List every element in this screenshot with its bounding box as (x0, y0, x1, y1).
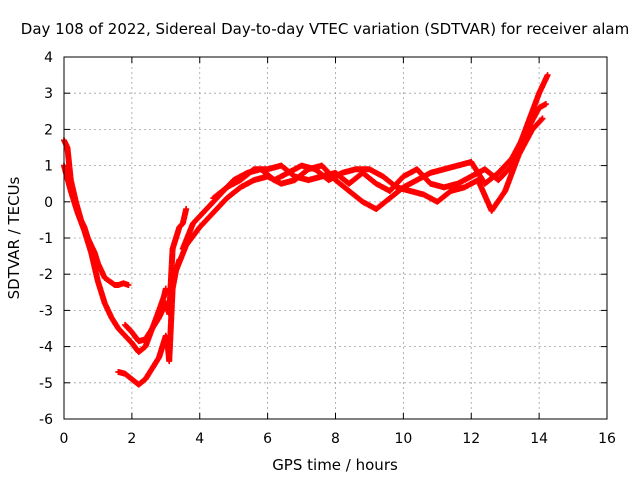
data-point (539, 115, 546, 122)
x-tick-label: 6 (263, 431, 272, 447)
y-tick-label: -5 (39, 376, 53, 392)
y-tick-label: 0 (44, 195, 53, 211)
y-tick-label: -2 (39, 267, 53, 283)
data-point (542, 101, 549, 108)
x-tick-label: 16 (598, 431, 616, 447)
y-axis-label: SDTVAR / TECUs (5, 176, 23, 299)
data-points (61, 72, 551, 388)
data-point (183, 206, 190, 213)
x-tick-label: 10 (394, 431, 412, 447)
x-tick-label: 8 (331, 431, 340, 447)
y-tick-label: -1 (39, 231, 53, 247)
series-3 (122, 206, 190, 345)
series-6 (210, 72, 551, 202)
x-tick-label: 14 (530, 431, 548, 447)
x-axis-label: GPS time / hours (272, 456, 398, 474)
y-tick-label: -3 (39, 303, 53, 319)
data-point (538, 116, 545, 123)
data-point (125, 282, 132, 289)
x-tick-label: 4 (195, 431, 204, 447)
data-point (544, 72, 551, 79)
x-tick-label: 2 (127, 431, 136, 447)
y-tick-label: 2 (44, 122, 53, 138)
y-tick-label: 1 (44, 159, 53, 175)
x-tick-label: 12 (462, 431, 480, 447)
plot-frame (63, 56, 608, 420)
x-tick-label: 0 (60, 431, 69, 447)
y-tick-label: -4 (39, 340, 53, 356)
grid (64, 57, 607, 419)
y-tick-label: 4 (44, 50, 53, 66)
y-tick-label: 3 (44, 86, 53, 102)
y-tick-label: -6 (39, 412, 53, 428)
chart-title: Day 108 of 2022, Sidereal Day-to-day VTE… (21, 20, 629, 38)
